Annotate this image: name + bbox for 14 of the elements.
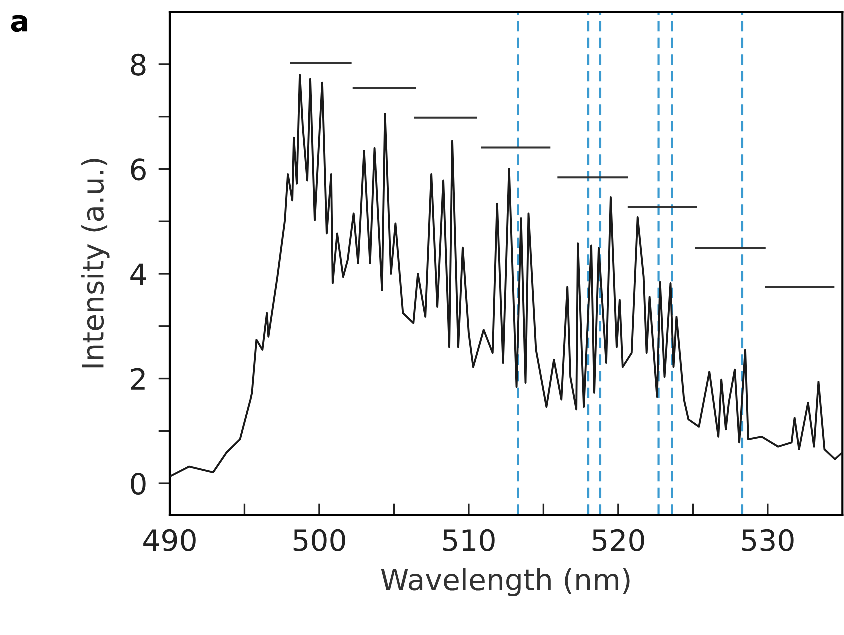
text: a <box>11 15 28 32</box>
x-tick-label: 510 <box>443 529 495 552</box>
x-axis-title: Wavelength (nm) <box>381 568 630 596</box>
y-axis-title: Intensity (a.u.) <box>82 159 110 368</box>
x-tick-label: 500 <box>294 529 346 552</box>
x-tick-label: 490 <box>144 529 196 552</box>
y-tick-label: 6 <box>131 158 146 181</box>
x-tick-label: 530 <box>742 529 794 552</box>
y-tick-label: 4 <box>130 264 146 286</box>
x-tick-label: 520 <box>592 529 644 552</box>
y-tick-label: 2 <box>131 368 145 390</box>
y-tick-label: 0 <box>131 472 146 496</box>
y-tick-label: 8 <box>131 54 146 76</box>
line-series <box>170 74 843 478</box>
